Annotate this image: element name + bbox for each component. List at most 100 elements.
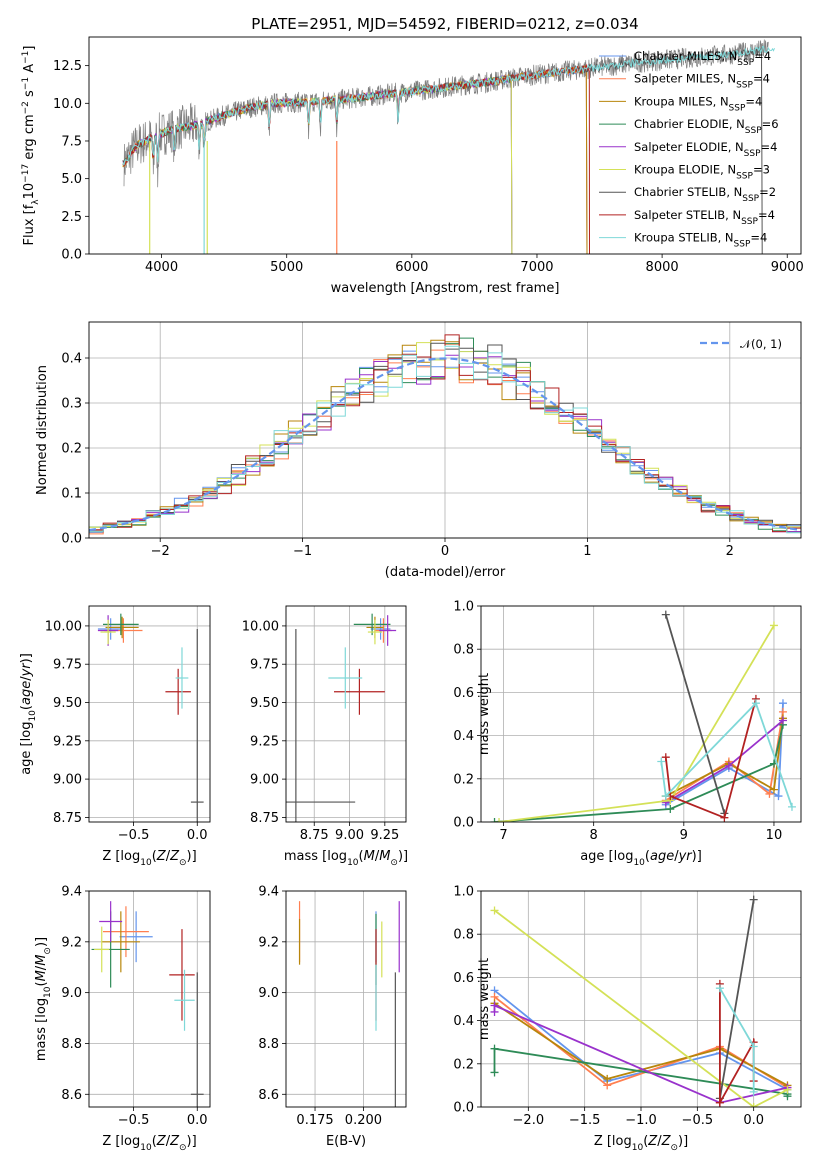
- legend-label: Kroupa ELODIE, NSSP=3: [634, 163, 770, 182]
- x-axis-label: (data-model)/error: [385, 565, 506, 580]
- x-tick-label: 5000: [270, 260, 303, 275]
- y-tick-label: 0.0: [61, 248, 82, 263]
- error-bar-point: [103, 613, 139, 636]
- error-bar-point: [94, 926, 110, 973]
- error-bar-point: [334, 668, 385, 715]
- y-tick-label: 7.5: [61, 134, 82, 149]
- x-tick-label: 8: [590, 828, 598, 843]
- y-tick-label: 9.2: [61, 935, 82, 950]
- x-tick-label: 9.25: [370, 828, 399, 843]
- x-tick-label: 0.0: [187, 828, 208, 843]
- y-tick-label: 0.0: [453, 1101, 474, 1116]
- error-bar-point: [169, 929, 195, 1021]
- y-tick-label: 0.0: [61, 532, 82, 547]
- legend-label: Kroupa STELIB, NSSP=4: [634, 231, 767, 250]
- error-bar-point: [100, 619, 116, 645]
- weight-vs-metallicity-panel: −2.0 −1.5 −1.0 −0.5 0.0 0.0 0.2 0.4 0.6 0.8 1.0 Z […: [453, 885, 802, 1153]
- y-tick-label: 1.0: [453, 885, 474, 900]
- weight-series-line: [494, 724, 784, 822]
- weight-point-marker: [490, 906, 499, 915]
- x-axis-label: wavelength [Angstrom, rest frame]: [331, 281, 560, 296]
- normal-reference-curve: [89, 357, 801, 532]
- weight-point-marker: [749, 1087, 758, 1096]
- age_vs_Z-plot-area: [97, 613, 204, 822]
- y-tick-label: 0.4: [61, 352, 82, 367]
- weight-point-marker: [490, 818, 499, 822]
- y-tick-label: 8.6: [258, 1088, 279, 1103]
- weight-series: [661, 714, 787, 801]
- weight-point-marker: [778, 716, 787, 725]
- legend-label: Chabrier STELIB, NSSP=2: [634, 185, 776, 204]
- y-axis-label: mass [log10(M/M⊙)]: [34, 937, 53, 1061]
- age_vs_mass-frame: [285, 605, 407, 823]
- y-tick-label: 9.25: [53, 734, 82, 749]
- error-bar-point: [328, 647, 363, 709]
- error-bar-point: [286, 628, 356, 822]
- y-tick-label: 9.00: [250, 773, 279, 788]
- legend-label: Salpeter STELIB, NSSP=4: [634, 208, 775, 227]
- y-tick-label: 0.4: [453, 1014, 474, 1029]
- weight-point-marker: [657, 757, 666, 766]
- spectrum-panel: 4000 5000 6000 7000 8000 9000 0.0 2.5 5.0 7.5 10.0…: [21, 15, 804, 296]
- error-bar-point: [105, 616, 139, 639]
- y-tick-label: 9.50: [250, 696, 279, 711]
- x-tick-label: −1: [293, 544, 312, 559]
- x-tick-label: 1: [583, 544, 591, 559]
- mass_vs_Z-grid: [89, 890, 210, 1107]
- error-bar-point: [379, 615, 397, 646]
- weight-series: [661, 610, 729, 818]
- weight-point-marker: [769, 621, 778, 630]
- weight-series-line: [664, 614, 726, 814]
- legend-label: Salpeter ELODIE, NSSP=4: [634, 140, 777, 159]
- model-spectrum-line: [122, 45, 775, 167]
- weight-series: [657, 699, 796, 811]
- weight-series: [490, 906, 792, 1107]
- weight-vs-age-panel: 7 8 9 10 0.0 0.2 0.4 0.6 0.8 1.0 age [log10(age/yr…: [453, 600, 802, 868]
- y-tick-label: 0.2: [453, 1057, 474, 1072]
- weight-point-marker: [715, 984, 724, 993]
- y-tick-label: 0.0: [453, 816, 474, 831]
- weight-point-marker: [490, 1068, 499, 1077]
- y-tick-label: 8.8: [61, 1037, 82, 1052]
- y-tick-label: 9.4: [61, 885, 82, 900]
- weight-series-line: [665, 718, 784, 797]
- weight_vs_Z-plot-area: [490, 895, 792, 1107]
- error-bar-point: [99, 901, 123, 942]
- y-tick-label: 0.1: [61, 487, 82, 502]
- y-tick-label: 0.8: [453, 643, 474, 658]
- y-axis-label: mass weight: [477, 958, 492, 1040]
- y-tick-label: 9.0: [61, 986, 82, 1001]
- weight-point-marker: [724, 761, 733, 770]
- x-tick-label: 0: [441, 544, 449, 559]
- x-tick-label: 9.00: [335, 828, 364, 843]
- y-tick-label: 9.25: [250, 734, 279, 749]
- error-bar-point: [190, 628, 204, 822]
- weight-point-marker: [774, 792, 783, 801]
- weight-point-marker: [603, 1074, 612, 1083]
- x-tick-label: 2: [726, 544, 734, 559]
- x-tick-label: 8.75: [300, 828, 329, 843]
- x-tick-label: 0.200: [345, 1113, 382, 1128]
- x-tick-label: 0.0: [743, 1113, 764, 1128]
- y-tick-label: 8.75: [53, 811, 82, 826]
- y-axis-label: age [log10(age/yr)]: [19, 653, 38, 775]
- x-tick-label: 6000: [395, 260, 428, 275]
- x-tick-label: −0.5: [118, 1113, 150, 1128]
- weight-series: [661, 694, 760, 822]
- x-tick-label: −2.0: [513, 1113, 545, 1128]
- y-tick-label: 0.6: [453, 971, 474, 986]
- weight-point-marker: [778, 699, 787, 708]
- x-axis-label: E(B-V): [326, 1134, 366, 1149]
- age_vs_mass-plot-area: [286, 613, 397, 822]
- x-tick-label: −1.5: [569, 1113, 601, 1128]
- weight-point-marker: [749, 895, 758, 904]
- mass_vs_Z-plot-area: [91, 901, 204, 1107]
- error-bar-point: [367, 619, 382, 645]
- age-vs-mass-panel: 8.75 9.00 9.25 8.75 9.00 9.25 9.50 9.75 10.00 mas…: [242, 605, 408, 868]
- weight-point-marker: [661, 792, 670, 801]
- weight-series: [495, 621, 778, 822]
- mass_vs_EBV-frame: [285, 890, 407, 1108]
- spectrum-frame: [88, 36, 802, 255]
- y-tick-label: 10.0: [53, 97, 82, 112]
